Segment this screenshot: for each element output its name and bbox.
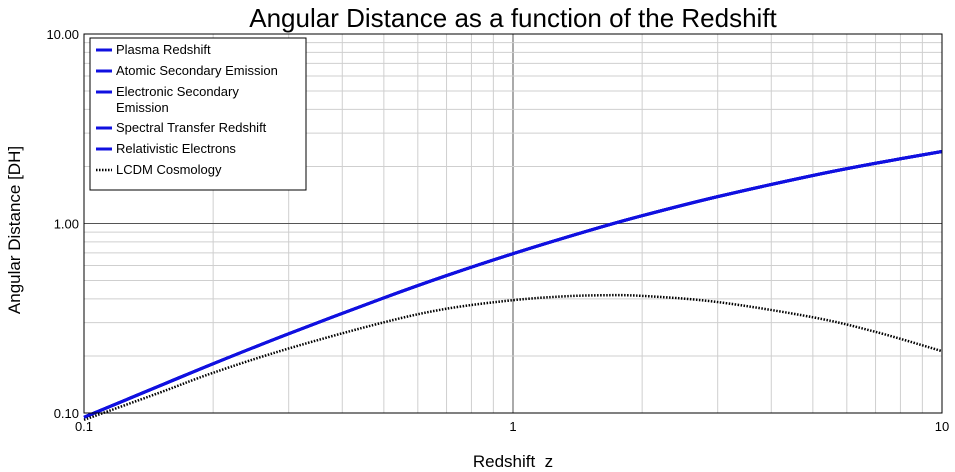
series-line-relativistic-electrons	[83, 150, 943, 419]
y-tick-label: 10.00	[46, 27, 79, 42]
x-tick-label: 10	[935, 419, 949, 434]
x-axis-label: Redshift z	[473, 452, 553, 471]
legend: Plasma Redshift Atomic Secondary Emission…	[89, 37, 307, 191]
legend-item-label: LCDM Cosmology	[116, 162, 222, 177]
x-tick-label: 1	[509, 419, 516, 434]
series-lines	[83, 150, 943, 422]
y-tick-label: 0.10	[54, 406, 79, 421]
plot-frame	[83, 33, 943, 414]
legend-box	[89, 37, 307, 191]
x-tick-label: 0.1	[75, 419, 93, 434]
legend-item-label: Relativistic Electrons	[116, 141, 236, 156]
legend-item-label: Atomic Secondary Emission	[116, 63, 278, 78]
y-axis-label: Angular Distance [DH]	[5, 146, 24, 314]
tick-labels: 0.1 1 10 0.10 1.00 10.00	[46, 27, 949, 434]
y-tick-label: 1.00	[54, 217, 79, 232]
legend-item-label: Spectral Transfer Redshift	[116, 120, 267, 135]
legend-item-label: Plasma Redshift	[116, 42, 211, 57]
legend-item-label: Electronic Secondary Emission	[116, 84, 239, 115]
chart-title: Angular Distance as a function of the Re…	[249, 3, 777, 33]
